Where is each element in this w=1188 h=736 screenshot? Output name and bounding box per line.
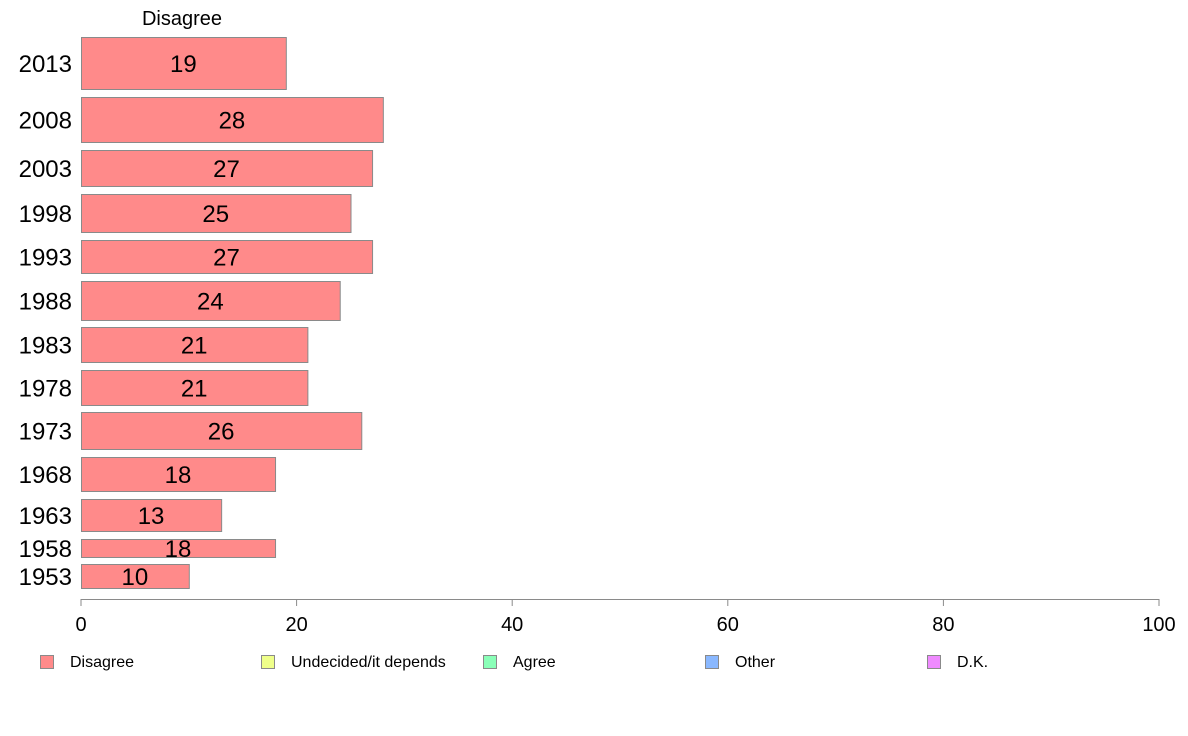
x-tick-label-40: 40 xyxy=(501,614,523,636)
value-label-2013: 19 xyxy=(170,51,197,78)
category-label-1993: 1993 xyxy=(19,245,72,272)
category-label-2008: 2008 xyxy=(19,108,72,135)
bar-1993 xyxy=(81,240,374,274)
value-label-1968: 18 xyxy=(165,462,192,489)
bars-group xyxy=(81,37,384,589)
bar-1983 xyxy=(81,327,309,363)
x-tick-label-100: 100 xyxy=(1142,614,1175,636)
bar-2003 xyxy=(81,150,374,187)
x-tick-label-80: 80 xyxy=(932,614,954,636)
legend-label-3: Other xyxy=(735,654,776,671)
value-label-1953: 10 xyxy=(122,564,149,591)
series-title: Disagree xyxy=(142,8,222,30)
category-label-1968: 1968 xyxy=(19,462,72,489)
value-label-1958: 18 xyxy=(165,536,192,563)
value-label-2008: 28 xyxy=(219,108,246,135)
category-label-1988: 1988 xyxy=(19,289,72,316)
bar-2013 xyxy=(81,37,287,90)
bar-1958 xyxy=(81,539,277,558)
value-label-1973: 26 xyxy=(208,419,235,446)
bar-1963 xyxy=(81,499,223,532)
legend: Disagree Undecided/it depends Agree Other D.… xyxy=(40,654,988,671)
bar-1988 xyxy=(81,281,341,321)
category-label-1953: 1953 xyxy=(19,564,72,591)
bar-1978 xyxy=(81,370,309,406)
legend-swatch-2 xyxy=(483,655,497,669)
bar-1968 xyxy=(81,457,277,492)
category-label-2003: 2003 xyxy=(19,156,72,183)
legend-label-0: Disagree xyxy=(70,654,134,671)
x-tick-label-0: 0 xyxy=(75,614,86,636)
category-label-1963: 1963 xyxy=(19,503,72,530)
legend-swatch-3 xyxy=(705,655,719,669)
category-label-1958: 1958 xyxy=(19,536,72,563)
bar-1998 xyxy=(81,194,352,233)
legend-label-4: D.K. xyxy=(957,654,988,671)
bar-1953 xyxy=(81,564,190,589)
legend-swatch-1 xyxy=(261,655,275,669)
legend-swatch-4 xyxy=(927,655,941,669)
value-label-1998: 25 xyxy=(202,201,229,228)
x-axis: 0 20 40 60 80 100 xyxy=(75,599,1176,636)
category-label-1973: 1973 xyxy=(19,419,72,446)
value-label-1978: 21 xyxy=(181,376,208,403)
x-tick-label-60: 60 xyxy=(717,614,739,636)
legend-swatch-0 xyxy=(40,655,54,669)
category-label-1978: 1978 xyxy=(19,376,72,403)
category-label-1983: 1983 xyxy=(19,333,72,360)
value-label-2003: 27 xyxy=(213,156,240,183)
value-label-1988: 24 xyxy=(197,289,224,316)
category-labels-group: 2013 2008 2003 1998 1993 1988 1983 1978 1973 1968… xyxy=(19,51,72,591)
bar-1973 xyxy=(81,412,363,450)
category-label-2013: 2013 xyxy=(19,51,72,78)
legend-label-2: Agree xyxy=(513,654,556,671)
value-label-1963: 13 xyxy=(138,503,165,530)
value-label-1993: 27 xyxy=(213,245,240,272)
legend-label-1: Undecided/it depends xyxy=(291,654,446,671)
x-tick-label-20: 20 xyxy=(285,614,307,636)
bar-2008 xyxy=(81,97,384,143)
value-label-1983: 21 xyxy=(181,333,208,360)
category-label-1998: 1998 xyxy=(19,201,72,228)
